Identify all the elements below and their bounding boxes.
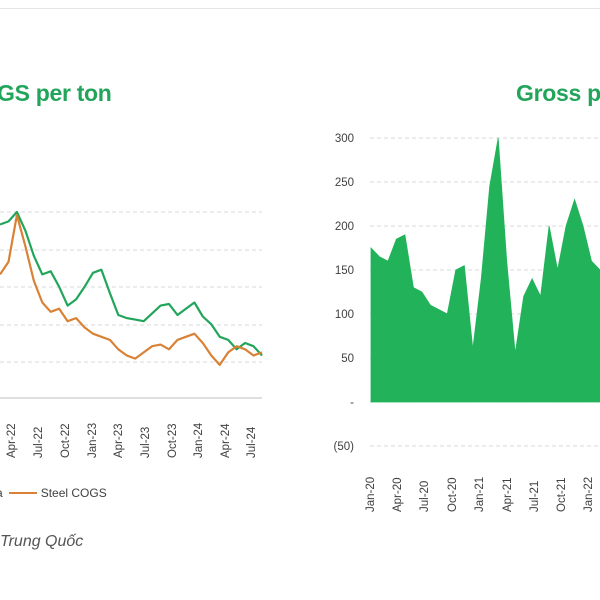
right-x-tick-label: Jan-21 bbox=[474, 477, 486, 512]
top-divider bbox=[0, 8, 600, 9]
legend-label-series1: a bbox=[0, 486, 3, 500]
left-series-line-2 bbox=[0, 214, 263, 366]
left-x-tick-label: Oct-22 bbox=[60, 423, 72, 458]
left-series-line-1 bbox=[0, 210, 263, 357]
left-x-tick-label: Jul-23 bbox=[140, 427, 152, 458]
left-x-tick-label: Jan-23 bbox=[87, 423, 99, 458]
figure-caption: Trung Quốc bbox=[0, 533, 84, 550]
right-y-tick-label: 50 bbox=[341, 353, 354, 365]
right-x-tick-label: Apr-21 bbox=[502, 477, 514, 512]
right-x-tick-label: Oct-21 bbox=[556, 477, 568, 512]
right-y-tick-label: 100 bbox=[335, 309, 354, 321]
right-y-tick-label: 250 bbox=[335, 177, 354, 189]
left-x-tick-label: Apr-22 bbox=[6, 423, 18, 458]
right-y-tick-label: 300 bbox=[335, 133, 354, 145]
left-x-tick-label: Oct-23 bbox=[167, 423, 179, 458]
legend-label-series2: Steel COGS bbox=[40, 486, 107, 500]
left-x-tick-label: Jan-24 bbox=[193, 422, 205, 458]
right-area-series bbox=[370, 137, 600, 403]
right-chart-title: Gross pro bbox=[516, 80, 600, 106]
left-chart-legend: a Steel COGS bbox=[0, 486, 107, 500]
right-x-tick-label: Oct-20 bbox=[447, 477, 459, 512]
left-x-tick-label: Jul-24 bbox=[246, 426, 258, 458]
left-x-tick-label: Apr-24 bbox=[220, 423, 232, 458]
left-x-tick-label: Apr-23 bbox=[113, 423, 125, 458]
right-x-tick-label: Jul-20 bbox=[419, 481, 431, 512]
right-x-tick-label: Apr-20 bbox=[392, 477, 404, 512]
right-y-tick-label: 200 bbox=[335, 221, 354, 233]
right-x-tick-label: Jul-21 bbox=[529, 481, 541, 512]
right-x-tick-label: Jan-20 bbox=[365, 477, 377, 512]
left-x-tick-label: Jul-22 bbox=[33, 427, 45, 458]
right-y-tick-label: (50) bbox=[334, 441, 355, 453]
right-x-tick-label: Jan-22 bbox=[583, 477, 595, 512]
legend-swatch-orange bbox=[8, 491, 37, 495]
right-y-tick-label: - bbox=[350, 397, 354, 409]
right-y-tick-label: 150 bbox=[335, 265, 354, 277]
left-chart-title: GS per ton bbox=[0, 80, 112, 106]
